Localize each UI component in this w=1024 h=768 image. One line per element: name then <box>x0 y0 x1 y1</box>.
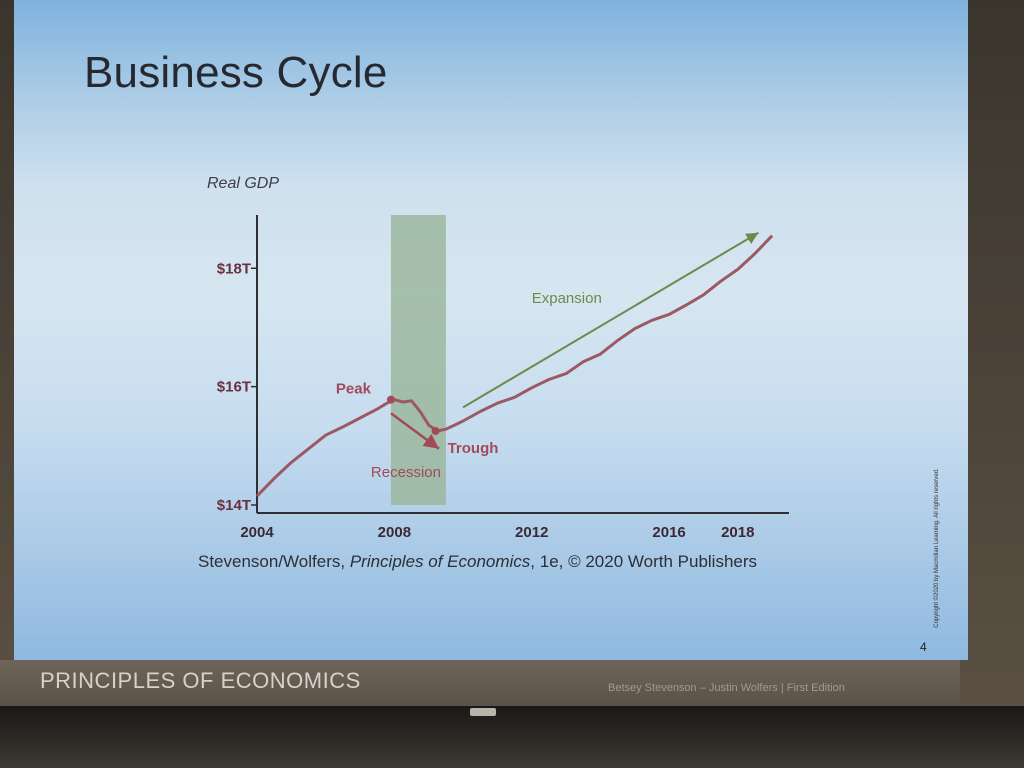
copyright-text: Copyright ©2020 by Macmillan Learning. A… <box>934 468 940 628</box>
source-citation: Stevenson/Wolfers, Principles of Economi… <box>198 550 798 574</box>
expansion-arrow <box>462 231 759 409</box>
axes <box>251 215 789 514</box>
y-tick-label: $16T <box>217 379 251 396</box>
recession-band-layer <box>390 215 446 505</box>
business-cycle-chart: Real GDP $14T $16T $18T 2004 2008 2012 2016 2018… <box>207 175 789 541</box>
page-number: 4 <box>920 640 927 654</box>
y-tick-label: $14T <box>217 497 251 514</box>
recession-label: Recession <box>371 464 441 481</box>
trough-label: Trough <box>448 440 499 457</box>
slide: Business Cycle Real GDP $14T $16T $18T 2004 2… <box>14 0 968 660</box>
copyright-notice: Copyright ©2020 by Macmillan Learning. A… <box>932 450 944 660</box>
annotations: Peak Trough Recession Expansion <box>336 231 759 481</box>
trough-marker <box>431 427 440 436</box>
x-tick-label: 2012 <box>515 524 548 541</box>
x-tick-label: 2018 <box>721 524 754 541</box>
footer-course-title: PRINCIPLES OF ECONOMICS <box>40 668 361 693</box>
slide-title: Business Cycle <box>84 48 388 97</box>
screen-bezel <box>0 706 1024 768</box>
slide-footer: PRINCIPLES OF ECONOMICS Betsey Stevenson… <box>0 660 960 706</box>
y-tick-label: $18T <box>217 260 251 277</box>
y-axis-label: Real GDP <box>207 175 279 192</box>
x-tick-label: 2016 <box>652 524 685 541</box>
peak-marker <box>386 395 395 404</box>
source-book: Principles of Economics <box>349 552 531 571</box>
x-tick-label: 2004 <box>240 524 274 541</box>
projector-latch <box>470 708 496 716</box>
footer-authors: Betsey Stevenson – Justin Wolfers | Firs… <box>608 682 845 694</box>
tick-labels: Real GDP $14T $16T $18T 2004 2008 2012 2016 2018 <box>207 175 754 541</box>
expansion-label: Expansion <box>532 290 602 307</box>
recession-arrow <box>390 412 440 450</box>
peak-label: Peak <box>336 381 372 398</box>
x-tick-label: 2008 <box>378 524 411 541</box>
source-prefix: Stevenson/Wolfers, <box>198 552 350 571</box>
source-suffix: , 1e, © 2020 Worth Publishers <box>530 552 758 571</box>
recession-band <box>390 215 446 505</box>
gdp-line-layer <box>255 234 774 498</box>
gdp-line <box>255 234 774 498</box>
